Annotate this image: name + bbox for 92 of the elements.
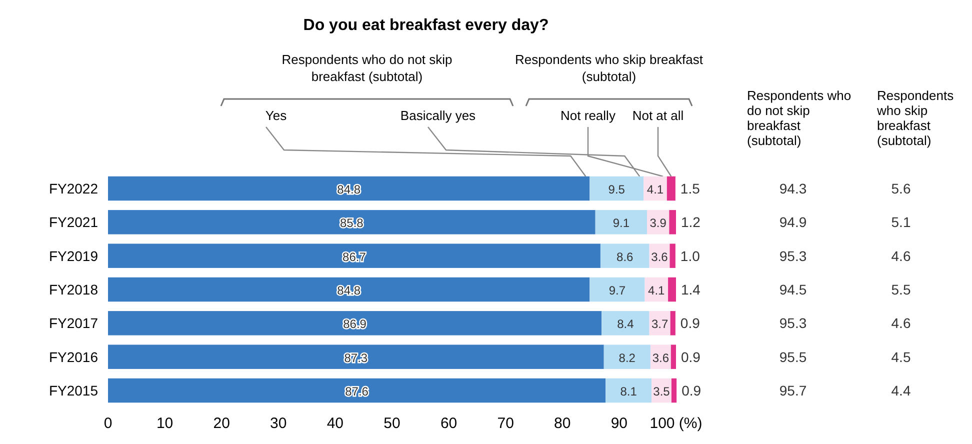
text: 95.3 bbox=[779, 248, 807, 264]
bar bbox=[108, 311, 602, 336]
bar bbox=[602, 311, 650, 336]
bar bbox=[671, 378, 677, 403]
data-label: 8.6 bbox=[616, 250, 634, 264]
data-label: 1.4 bbox=[681, 282, 701, 298]
x-tick-label: 50 bbox=[384, 415, 400, 432]
x-tick-label: 20 bbox=[213, 415, 230, 432]
data-label: 3.6 bbox=[652, 350, 670, 365]
y-tick-label: FY2016 bbox=[48, 348, 98, 365]
text: Respondents who skip breakfast (subtotal) bbox=[876, 88, 954, 148]
data-label: 1.2 bbox=[681, 214, 701, 230]
x-tick-label: 100 (%) bbox=[650, 415, 702, 432]
chart-title: Do you eat breakfast every day? bbox=[303, 17, 549, 34]
text: 94.3 bbox=[779, 180, 807, 196]
bar bbox=[108, 277, 590, 302]
data-label: 0.9 bbox=[682, 382, 702, 399]
text: 5.6 bbox=[891, 180, 911, 196]
x-tick-label: 90 bbox=[610, 415, 628, 432]
data-label: 8.2 bbox=[618, 350, 636, 365]
bar bbox=[666, 176, 676, 201]
bar bbox=[108, 210, 596, 234]
y-tick-label: FY2015 bbox=[48, 382, 98, 399]
text: 4.6 bbox=[891, 315, 911, 332]
data-label: 0.9 bbox=[680, 315, 700, 332]
bar bbox=[108, 176, 590, 201]
data-label: 8.1 bbox=[620, 384, 638, 399]
text: Not really bbox=[560, 108, 616, 123]
data-label: 3.7 bbox=[651, 317, 668, 332]
bar bbox=[670, 344, 676, 369]
text: Yes bbox=[265, 108, 288, 123]
text: 94.5 bbox=[779, 282, 807, 298]
data-label: 3.6 bbox=[651, 250, 668, 264]
bar bbox=[590, 176, 644, 201]
data-label: 3.9 bbox=[650, 216, 667, 230]
bar bbox=[600, 244, 650, 268]
bar bbox=[606, 378, 652, 403]
text: Respondents who do not skip breakfast (subtotal) bbox=[747, 88, 852, 148]
bar bbox=[649, 311, 670, 336]
data-label: 9.5 bbox=[608, 182, 626, 196]
text: 4.5 bbox=[891, 348, 911, 365]
data-label: 1.0 bbox=[680, 248, 700, 264]
bar bbox=[604, 344, 650, 369]
bar bbox=[108, 344, 604, 369]
bar bbox=[670, 311, 676, 336]
text: 5.1 bbox=[891, 214, 911, 230]
bar bbox=[595, 210, 648, 234]
x-tick-label: 10 bbox=[156, 415, 174, 432]
x-tick-label: 0 bbox=[104, 415, 112, 432]
bar bbox=[668, 277, 676, 302]
data-label: 3.5 bbox=[653, 384, 670, 399]
text: 95.7 bbox=[779, 382, 807, 399]
x-tick-label: 40 bbox=[326, 415, 344, 432]
x-tick-label: 70 bbox=[497, 415, 514, 432]
y-tick-label: FY2022 bbox=[48, 180, 98, 196]
data-label: 86.7 bbox=[342, 250, 366, 264]
data-label: 85.8 bbox=[340, 216, 364, 230]
text: 95.5 bbox=[779, 348, 807, 365]
text: 4.4 bbox=[891, 382, 911, 399]
data-label: 9.7 bbox=[608, 284, 626, 298]
y-tick-label: FY2019 bbox=[48, 248, 98, 264]
text: 5.5 bbox=[891, 282, 911, 298]
data-label: 86.9 bbox=[343, 317, 367, 332]
x-tick-label: 60 bbox=[440, 415, 458, 432]
x-tick-label: 30 bbox=[270, 415, 287, 432]
y-tick-label: FY2018 bbox=[48, 282, 98, 298]
data-label: 0.9 bbox=[681, 348, 701, 365]
data-label: 4.1 bbox=[648, 284, 666, 298]
data-label: 87.3 bbox=[344, 350, 368, 365]
text: Respondents who skip breakfast (subtotal) bbox=[515, 52, 704, 84]
bar bbox=[108, 378, 606, 403]
text: 94.9 bbox=[779, 214, 807, 230]
text: 95.3 bbox=[779, 315, 807, 332]
data-label: 84.8 bbox=[337, 182, 361, 196]
data-label: 8.4 bbox=[617, 317, 634, 332]
data-label: 1.5 bbox=[680, 180, 700, 196]
y-tick-label: FY2021 bbox=[48, 214, 98, 230]
data-label: 84.8 bbox=[337, 284, 361, 298]
y-tick-label: FY2017 bbox=[48, 315, 98, 332]
text: 4.6 bbox=[891, 248, 911, 264]
data-label: 9.1 bbox=[612, 216, 630, 230]
data-label: 87.6 bbox=[345, 384, 369, 399]
bar bbox=[644, 176, 667, 201]
data-label: 4.1 bbox=[646, 182, 664, 196]
text: Not at all bbox=[632, 108, 684, 123]
bar bbox=[669, 210, 676, 234]
x-tick-label: 80 bbox=[554, 415, 571, 432]
bar bbox=[108, 244, 600, 268]
text: Basically yes bbox=[400, 108, 476, 123]
bar bbox=[670, 244, 676, 268]
text: Respondents who do not skip breakfast (subtotal) bbox=[282, 52, 452, 84]
bar bbox=[590, 277, 645, 302]
